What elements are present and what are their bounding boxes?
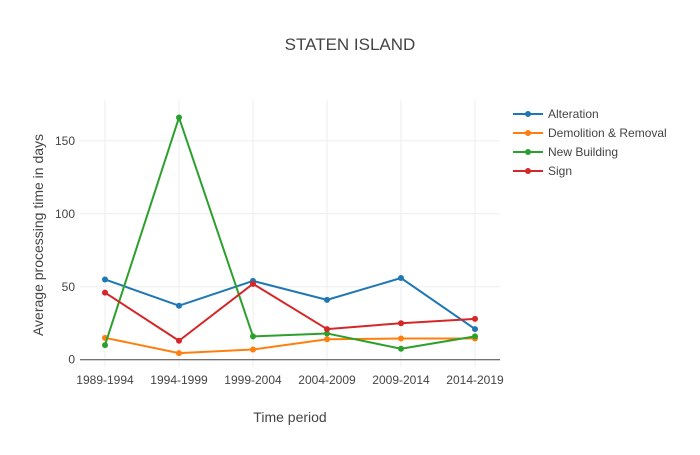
- data-point: [250, 346, 256, 353]
- legend-item[interactable]: Demolition & Removal: [513, 126, 667, 140]
- y-tick-label: 100: [55, 207, 75, 221]
- data-point: [324, 326, 330, 333]
- data-point: [398, 320, 404, 327]
- legend-marker: [525, 168, 531, 174]
- x-tick-label: 2009-2014: [372, 373, 430, 387]
- legend-item[interactable]: New Building: [513, 145, 618, 159]
- x-tick-label: 1989-1994: [76, 373, 134, 387]
- data-point: [176, 350, 182, 357]
- data-point: [250, 333, 256, 340]
- data-point: [398, 335, 404, 342]
- data-point: [398, 345, 404, 352]
- gridlines: [80, 100, 500, 367]
- data-point: [324, 296, 330, 303]
- data-point: [472, 326, 478, 333]
- x-tick-label: 1994-1999: [150, 373, 208, 387]
- data-point: [472, 333, 478, 340]
- y-tick-label: 50: [62, 280, 76, 294]
- series-line: [104, 277, 476, 330]
- legend-marker: [525, 149, 531, 155]
- data-point: [472, 315, 478, 322]
- data-point: [102, 276, 108, 283]
- data-point: [102, 342, 108, 349]
- x-axis-ticks: 1989-1994 1994-1999 1999-2004 2004-2009 2009…: [76, 373, 504, 387]
- series-line: [104, 336, 475, 355]
- chart-title: STATEN ISLAND: [285, 35, 416, 54]
- series-sign: [102, 280, 478, 344]
- data-point: [176, 337, 182, 344]
- legend-marker: [525, 111, 531, 117]
- data-point: [250, 280, 256, 287]
- legend: Alteration Demolition & Removal New Buildi…: [513, 107, 667, 178]
- legend-marker: [525, 130, 531, 136]
- x-tick-label: 1999-2004: [224, 373, 282, 387]
- series-lines: [102, 114, 478, 357]
- data-point: [176, 302, 182, 309]
- legend-label: New Building: [548, 145, 618, 159]
- y-axis-title: Average processing time in days: [30, 134, 46, 336]
- legend-label: Alteration: [548, 107, 599, 121]
- x-tick-label: 2004-2009: [298, 373, 356, 387]
- data-point: [398, 275, 404, 281]
- y-tick-label: 150: [55, 134, 75, 148]
- y-tick-label: 0: [68, 353, 75, 367]
- data-point: [176, 114, 182, 121]
- series-new-building: [102, 114, 478, 352]
- legend-item[interactable]: Alteration: [513, 107, 599, 121]
- data-point: [324, 336, 330, 343]
- series-line: [104, 282, 476, 342]
- legend-label: Demolition & Removal: [548, 126, 667, 140]
- y-axis-ticks: 0 50 100 150: [55, 134, 75, 367]
- x-axis-title: Time period: [253, 409, 326, 425]
- data-point: [324, 330, 330, 337]
- series-alteration: [102, 275, 478, 333]
- legend-item[interactable]: Sign: [513, 164, 572, 178]
- x-tick-label: 2014-2019: [446, 373, 504, 387]
- data-point: [102, 289, 108, 296]
- legend-label: Sign: [548, 164, 572, 178]
- series-line: [104, 116, 476, 350]
